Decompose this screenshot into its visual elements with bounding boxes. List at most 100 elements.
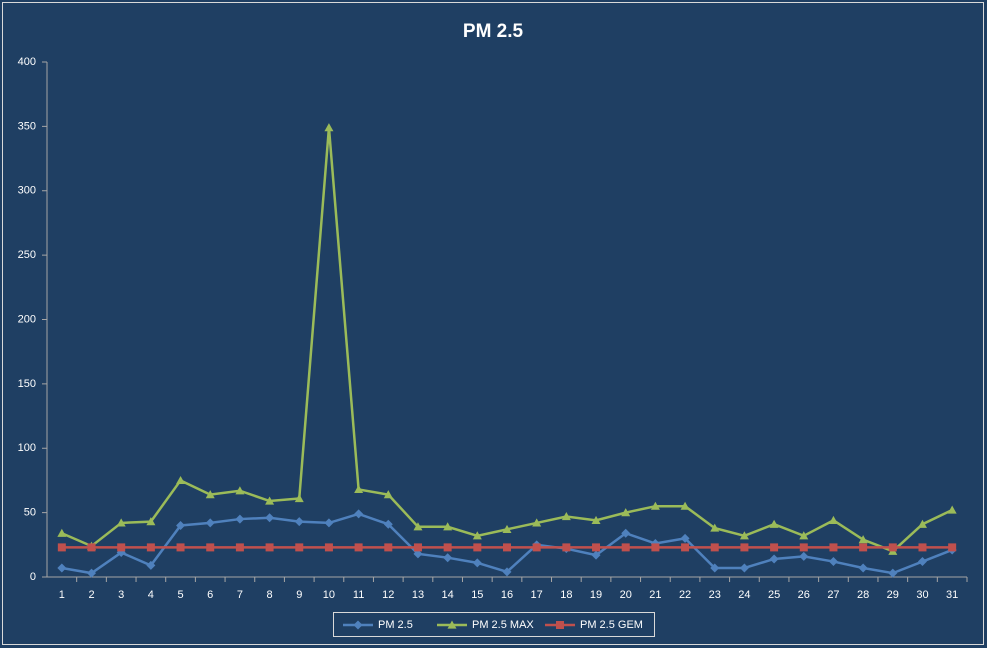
data-point bbox=[918, 543, 927, 552]
data-point bbox=[739, 531, 749, 540]
data-point bbox=[532, 543, 541, 552]
legend-label: PM 2.5 GEM bbox=[580, 619, 643, 631]
x-tick-label: 24 bbox=[738, 589, 750, 601]
y-tick-label: 100 bbox=[18, 442, 36, 454]
x-tick-label: 7 bbox=[237, 589, 243, 601]
data-point bbox=[57, 563, 67, 573]
x-tick-label: 1 bbox=[59, 589, 65, 601]
data-point bbox=[859, 543, 868, 552]
data-point bbox=[235, 486, 245, 495]
data-point bbox=[116, 518, 126, 527]
x-tick-label: 23 bbox=[709, 589, 721, 601]
data-point bbox=[354, 484, 364, 494]
x-tick-label: 10 bbox=[323, 589, 335, 601]
data-point bbox=[769, 554, 779, 564]
x-tick-label: 21 bbox=[649, 589, 661, 601]
data-point bbox=[87, 543, 96, 552]
x-tick-label: 25 bbox=[768, 589, 780, 601]
data-point bbox=[710, 543, 719, 552]
data-point bbox=[947, 505, 957, 514]
data-point bbox=[443, 543, 452, 552]
data-point bbox=[680, 501, 690, 510]
data-point bbox=[680, 533, 690, 543]
y-tick-label: 200 bbox=[18, 313, 36, 325]
data-point bbox=[592, 543, 601, 552]
x-tick-label: 17 bbox=[531, 589, 543, 601]
data-point bbox=[176, 475, 186, 485]
y-tick-label: 350 bbox=[18, 120, 36, 132]
x-tick-label: 22 bbox=[679, 589, 691, 601]
legend-marker bbox=[447, 620, 457, 629]
y-tick-label: 0 bbox=[30, 571, 36, 583]
data-point bbox=[650, 501, 660, 510]
data-point bbox=[591, 515, 601, 524]
x-tick-label: 26 bbox=[798, 589, 810, 601]
data-point bbox=[858, 563, 868, 573]
data-point bbox=[917, 557, 927, 567]
data-point bbox=[561, 511, 571, 521]
data-point bbox=[384, 543, 393, 552]
data-point bbox=[917, 519, 927, 528]
x-tick-label: 14 bbox=[442, 589, 454, 601]
x-tick-label: 6 bbox=[207, 589, 213, 601]
data-point bbox=[146, 543, 155, 552]
data-point bbox=[888, 543, 897, 552]
legend-label: PM 2.5 bbox=[378, 619, 413, 631]
y-tick-label: 250 bbox=[18, 249, 36, 261]
x-tick-label: 9 bbox=[296, 589, 302, 601]
data-point bbox=[621, 508, 631, 517]
data-point bbox=[562, 543, 571, 552]
data-point bbox=[354, 543, 363, 552]
data-point bbox=[739, 563, 749, 573]
data-point bbox=[87, 568, 97, 578]
data-point bbox=[443, 553, 453, 563]
data-point bbox=[294, 517, 304, 527]
data-point bbox=[265, 513, 275, 523]
data-point bbox=[413, 522, 423, 531]
legend-label: PM 2.5 MAX bbox=[472, 619, 534, 631]
data-point bbox=[472, 558, 482, 568]
data-point bbox=[740, 543, 749, 552]
data-point bbox=[206, 543, 215, 552]
y-tick-label: 50 bbox=[24, 507, 36, 519]
legend-box bbox=[333, 612, 655, 637]
x-tick-label: 27 bbox=[827, 589, 839, 601]
y-tick-label: 150 bbox=[18, 378, 36, 390]
data-point bbox=[413, 543, 422, 552]
x-tick-label: 8 bbox=[267, 589, 273, 601]
data-point bbox=[799, 531, 809, 540]
data-point bbox=[57, 543, 66, 552]
data-point bbox=[413, 549, 423, 559]
data-point bbox=[502, 524, 512, 533]
data-point bbox=[591, 550, 601, 560]
data-point bbox=[176, 543, 185, 552]
data-point bbox=[205, 490, 215, 499]
data-point bbox=[324, 518, 334, 528]
data-point bbox=[265, 496, 275, 505]
data-point bbox=[294, 493, 304, 503]
legend-marker bbox=[556, 621, 564, 629]
data-point bbox=[502, 567, 512, 577]
y-tick-label: 400 bbox=[18, 56, 36, 68]
data-point bbox=[858, 535, 868, 544]
x-tick-label: 3 bbox=[118, 589, 124, 601]
x-tick-label: 28 bbox=[857, 589, 869, 601]
x-tick-label: 2 bbox=[88, 589, 94, 601]
data-point bbox=[473, 543, 482, 552]
data-point bbox=[295, 543, 304, 552]
data-point bbox=[828, 557, 838, 567]
x-tick-label: 29 bbox=[887, 589, 899, 601]
data-point bbox=[799, 551, 809, 561]
data-point bbox=[799, 543, 808, 552]
data-point bbox=[681, 543, 690, 552]
legend-marker bbox=[353, 620, 363, 630]
x-tick-label: 18 bbox=[560, 589, 572, 601]
x-tick-label: 30 bbox=[916, 589, 928, 601]
y-tick-label: 300 bbox=[18, 185, 36, 197]
data-point bbox=[265, 543, 274, 552]
data-point bbox=[710, 523, 720, 532]
data-point bbox=[324, 543, 333, 552]
